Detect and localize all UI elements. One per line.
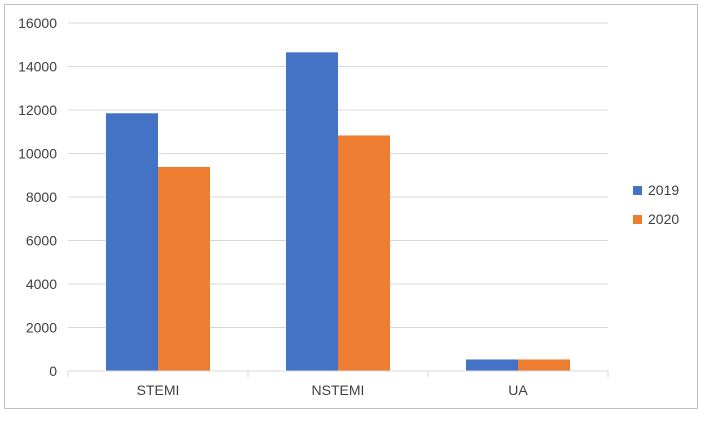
y-tick-label: 4000	[26, 276, 57, 292]
legend-swatch-2019	[633, 186, 642, 195]
y-axis-tick-labels: 0 2000 4000 6000 8000 10000 12000 14000 16000	[18, 15, 57, 379]
bar-2020-ua	[518, 359, 570, 371]
y-tick-label: 8000	[26, 189, 57, 205]
bar-2019-ua	[466, 359, 518, 371]
legend-label: 2019	[648, 182, 679, 198]
x-tick-label: UA	[508, 382, 528, 398]
bar-2020-nstemi	[338, 135, 390, 371]
y-tick-label: 2000	[26, 320, 57, 336]
legend-swatch-2020	[633, 215, 642, 224]
bar-2020-stemi	[158, 166, 210, 371]
y-tick-label: 6000	[26, 233, 57, 249]
y-tick-label: 14000	[18, 59, 57, 75]
bars	[106, 52, 570, 372]
legend: 2019 2020	[633, 182, 679, 227]
y-tick-label: 12000	[18, 102, 57, 118]
y-tick-label: 10000	[18, 146, 57, 162]
x-tick-label: STEMI	[137, 382, 180, 398]
x-tick-label: NSTEMI	[312, 382, 365, 398]
legend-label: 2020	[648, 211, 679, 227]
y-tick-label: 0	[49, 363, 57, 379]
y-tick-label: 16000	[18, 15, 57, 31]
x-axis-tick-labels: STEMI NSTEMI UA	[67, 371, 609, 398]
bar-2019-nstemi	[286, 52, 338, 372]
bar-2019-stemi	[106, 113, 158, 371]
